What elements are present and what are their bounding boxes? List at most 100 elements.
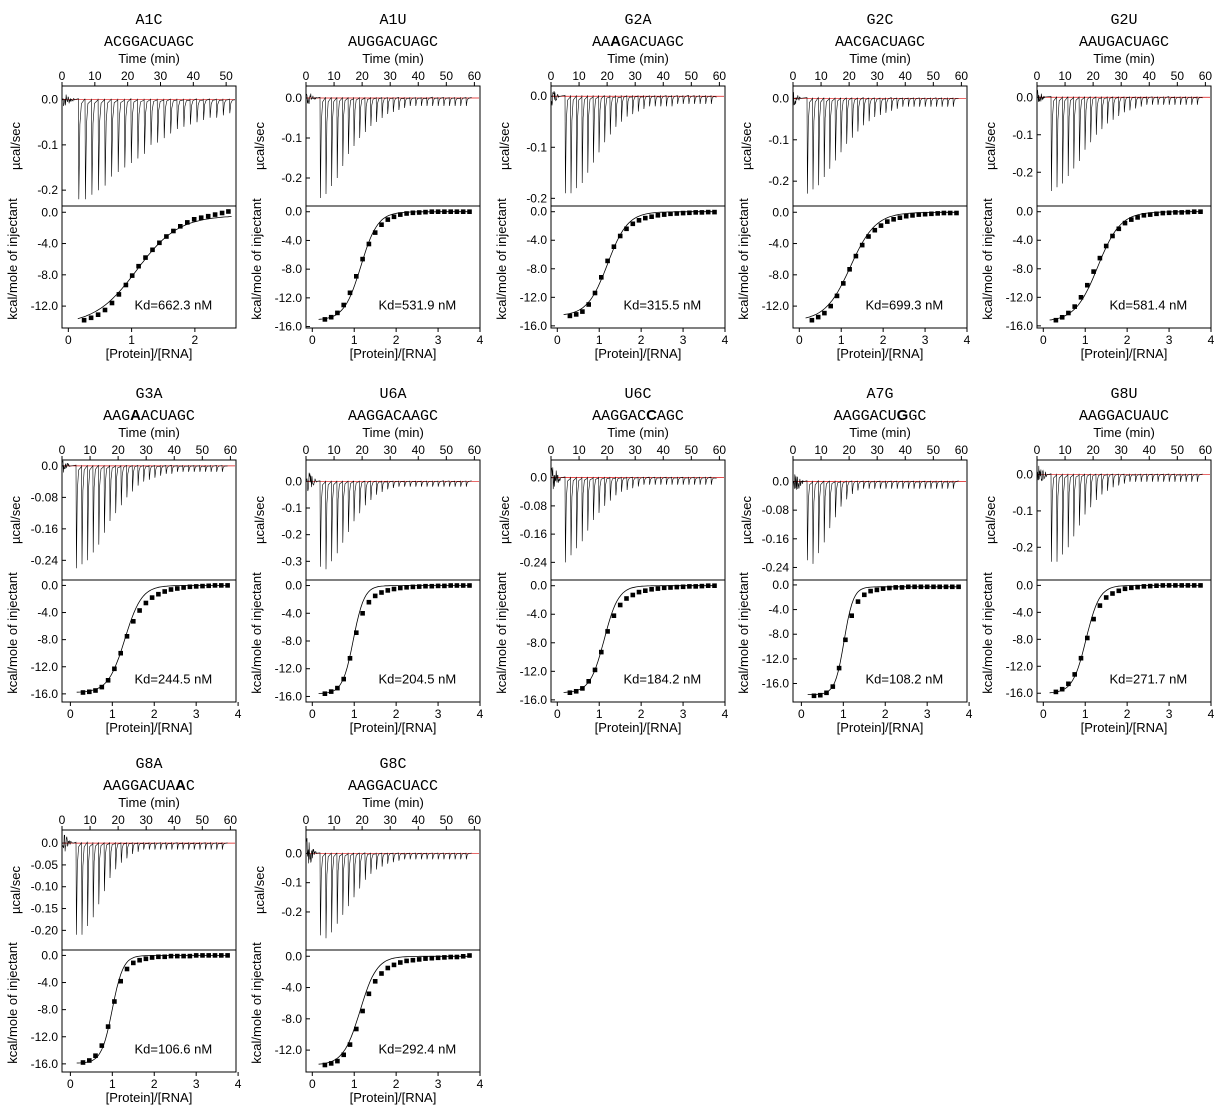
y-tick-label: -8.0 [1012,632,1033,646]
y-tick-label: -4.0 [1012,233,1033,247]
data-point [1147,583,1153,589]
x-tick-label: 10 [88,69,102,83]
x-axis-label-time: Time (min) [849,51,911,66]
x-tick-label: 40 [412,813,426,827]
data-point [841,281,846,286]
data-point [175,953,180,959]
y-tick-label: -0.2 [1012,165,1033,179]
x-tick-label: 3 [193,707,200,721]
data-point [123,282,129,288]
data-point [943,584,949,590]
x-tick-label: 40 [1143,69,1157,83]
data-point [815,314,821,320]
x-tick-label: 0 [309,707,316,721]
data-point [143,956,149,962]
y-axis-label-enthalpy: kcal/mole of injectant [736,572,751,694]
data-point [198,215,204,220]
kd-label: Kd=662.3 nM [135,298,213,313]
data-point [162,954,167,960]
data-point [680,584,686,590]
y-axis-label-power: µcal/sec [497,496,512,544]
data-point [379,971,384,976]
data-point [398,212,403,217]
data-point [849,613,854,618]
y-tick-label: -0.2 [768,174,789,188]
x-tick-label: 2 [1124,707,1131,721]
data-point [95,312,101,317]
data-point [372,593,378,599]
x-tick-label: 40 [1143,443,1157,457]
data-point [460,954,466,959]
rna-sequence: AAAGACUAGC [592,33,684,51]
data-point [225,583,230,588]
data-point [630,221,636,227]
y-tick-label: 0.0 [530,471,547,485]
panel-name: A1U [379,12,406,29]
x-tick-label: 0 [1034,443,1041,457]
x-tick-label: 3 [435,707,442,721]
x-tick-label: 10 [327,813,341,827]
x-tick-label: 2 [638,707,645,721]
x-tick-label: 4 [964,333,971,347]
y-tick-label: -0.1 [526,140,547,154]
data-point [674,211,680,216]
x-tick-label: 0 [796,333,803,347]
x-tick-label: 3 [1166,707,1173,721]
data-point [855,599,861,604]
y-tick-label: -16.0 [520,693,548,707]
y-tick-label: -8.0 [37,268,58,282]
thermogram-trace [551,91,717,194]
data-point [335,310,340,316]
x-tick-label: 60 [955,443,969,457]
x-axis-label-time: Time (min) [1093,425,1155,440]
data-point [448,954,453,960]
isotherm-frame [305,205,481,329]
sequence-part: AAGGACU [834,408,897,425]
data-point [1198,209,1203,214]
x-tick-label: 2 [1124,333,1131,347]
isotherm-frame [1036,579,1212,703]
data-point [1198,583,1203,588]
x-axis-label-molar-ratio: [Protein]/[RNA] [837,720,924,735]
rna-sequence: AAGGACAAGC [348,408,438,425]
x-tick-label: 20 [111,443,125,457]
y-tick-label: -0.1 [281,131,302,145]
isotherm-frame [1036,205,1212,329]
y-tick-label: 0.0 [41,836,58,850]
x-tick-label: 50 [927,443,941,457]
x-tick-label: 20 [1086,443,1100,457]
data-point [442,955,447,960]
data-point [157,240,162,246]
data-point [912,584,917,590]
y-axis-label-enthalpy: kcal/mole of injectant [736,198,751,320]
data-point [205,213,211,219]
data-point [617,233,623,239]
data-point [124,634,130,639]
data-point [379,590,384,595]
y-tick-label: -8.0 [37,1003,58,1017]
y-axis-label-power: µcal/sec [497,122,512,170]
data-point [1122,586,1128,592]
x-tick-label: 1 [838,333,845,347]
rna-sequence: AAGGACCAGC [592,407,684,425]
data-point [903,213,909,219]
x-tick-label: 10 [1058,69,1072,83]
y-tick-label: -0.08 [31,490,59,504]
data-point [102,307,108,313]
sequence-part: C [186,778,195,795]
y-axis-label-enthalpy: kcal/mole of injectant [494,572,509,694]
y-tick-label: -4.0 [768,237,789,251]
y-tick-label: -0.24 [762,560,790,574]
data-point [335,1058,340,1064]
data-point [212,583,218,588]
y-tick-label: 0.0 [772,474,789,488]
data-point [87,1058,92,1063]
data-point [599,275,604,280]
data-point [454,209,460,214]
data-point [423,583,428,589]
x-tick-label: 40 [412,443,426,457]
y-tick-label: 0.0 [772,578,789,592]
sequence-part: ACUAGC [141,408,195,425]
